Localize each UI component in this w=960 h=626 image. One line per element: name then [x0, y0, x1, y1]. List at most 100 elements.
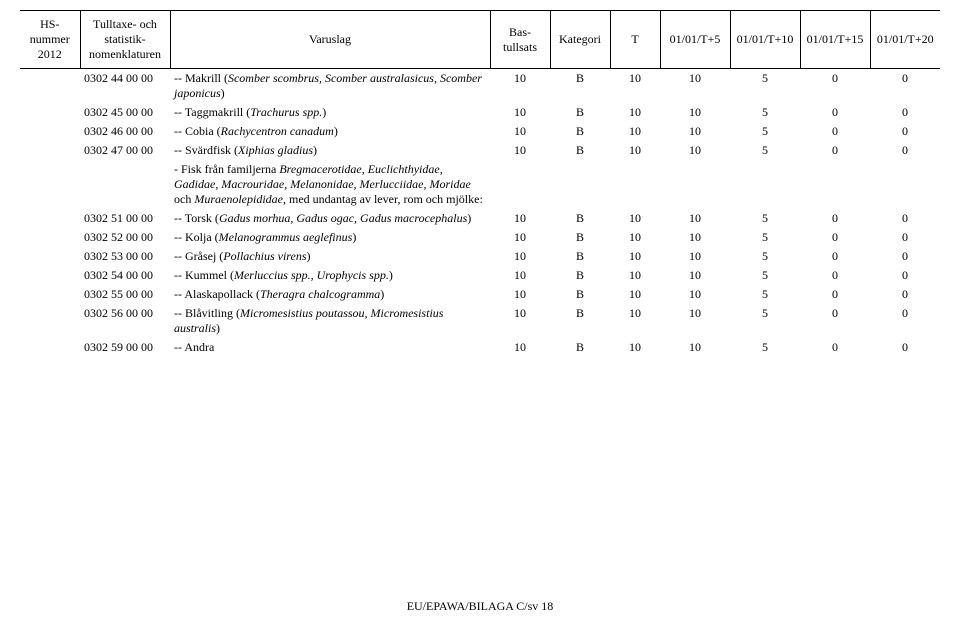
col-header-t: T: [610, 11, 660, 69]
cell-bas: 10: [490, 266, 550, 285]
cell-t20: 0: [870, 338, 940, 357]
table-row: 0302 44 00 00-- Makrill (Scomber scombru…: [20, 69, 940, 104]
cell-t10: 5: [730, 228, 800, 247]
cell-t5: 10: [660, 69, 730, 104]
cell-t10: 5: [730, 69, 800, 104]
cell-desc: -- Alaskapollack (Theragra chalcogramma): [170, 285, 490, 304]
cell-t10: 5: [730, 266, 800, 285]
cell-t: 10: [610, 266, 660, 285]
cell-kat: B: [550, 228, 610, 247]
cell-t: 10: [610, 285, 660, 304]
bas-line1: Bas-: [509, 25, 531, 39]
cell-stat: 0302 44 00 00: [80, 69, 170, 104]
cell-hs: [20, 304, 80, 338]
cell-hs: [20, 285, 80, 304]
stat-line2: statistik-: [104, 32, 145, 46]
cell-hs: [20, 209, 80, 228]
cell-t15: 0: [800, 247, 870, 266]
cell-stat: 0302 56 00 00: [80, 304, 170, 338]
cell-bas: 10: [490, 141, 550, 160]
cell-t: 10: [610, 141, 660, 160]
cell-t5: 10: [660, 103, 730, 122]
cell-kat: B: [550, 69, 610, 104]
cell-t5: 10: [660, 228, 730, 247]
stat-line3: nomenklaturen: [89, 47, 161, 61]
table-body: 0302 44 00 00-- Makrill (Scomber scombru…: [20, 69, 940, 358]
cell-t: [610, 160, 660, 209]
cell-t20: 0: [870, 228, 940, 247]
table-row: 0302 45 00 00-- Taggmakrill (Trachurus s…: [20, 103, 940, 122]
cell-bas: 10: [490, 338, 550, 357]
cell-t5: 10: [660, 304, 730, 338]
table-row: 0302 54 00 00-- Kummel (Merluccius spp.,…: [20, 266, 940, 285]
cell-bas: [490, 160, 550, 209]
cell-t20: 0: [870, 247, 940, 266]
cell-bas: 10: [490, 69, 550, 104]
cell-t5: 10: [660, 338, 730, 357]
cell-t15: 0: [800, 304, 870, 338]
cell-t10: 5: [730, 247, 800, 266]
tariff-table: HS- nummer 2012 Tulltaxe- och statistik-…: [20, 10, 940, 357]
cell-bas: 10: [490, 247, 550, 266]
cell-t15: 0: [800, 122, 870, 141]
table-header: HS- nummer 2012 Tulltaxe- och statistik-…: [20, 11, 940, 69]
col-header-stat: Tulltaxe- och statistik- nomenklaturen: [80, 11, 170, 69]
cell-bas: 10: [490, 304, 550, 338]
cell-hs: [20, 160, 80, 209]
cell-t10: 5: [730, 122, 800, 141]
cell-kat: B: [550, 266, 610, 285]
cell-stat: 0302 59 00 00: [80, 338, 170, 357]
cell-t15: 0: [800, 141, 870, 160]
cell-stat: 0302 55 00 00: [80, 285, 170, 304]
col-header-bas: Bas- tullsats: [490, 11, 550, 69]
bas-line2: tullsats: [503, 40, 537, 54]
cell-t5: 10: [660, 247, 730, 266]
cell-t15: 0: [800, 228, 870, 247]
cell-t: 10: [610, 247, 660, 266]
cell-hs: [20, 228, 80, 247]
cell-t5: [660, 160, 730, 209]
cell-desc: -- Cobia (Rachycentron canadum): [170, 122, 490, 141]
table-row: 0302 52 00 00-- Kolja (Melanogrammus aeg…: [20, 228, 940, 247]
col-header-kategori: Kategori: [550, 11, 610, 69]
table-row: 0302 59 00 00-- Andra10B1010500: [20, 338, 940, 357]
cell-desc: -- Taggmakrill (Trachurus spp.): [170, 103, 490, 122]
cell-kat: [550, 160, 610, 209]
cell-stat: 0302 46 00 00: [80, 122, 170, 141]
cell-hs: [20, 247, 80, 266]
cell-kat: B: [550, 141, 610, 160]
cell-t10: 5: [730, 285, 800, 304]
cell-t15: 0: [800, 338, 870, 357]
stat-line1: Tulltaxe- och: [93, 17, 157, 31]
cell-t5: 10: [660, 285, 730, 304]
cell-bas: 10: [490, 285, 550, 304]
cell-kat: B: [550, 304, 610, 338]
cell-kat: B: [550, 209, 610, 228]
cell-t: 10: [610, 122, 660, 141]
table-row: 0302 55 00 00-- Alaskapollack (Theragra …: [20, 285, 940, 304]
cell-t10: 5: [730, 141, 800, 160]
cell-stat: 0302 51 00 00: [80, 209, 170, 228]
col-header-hs: HS- nummer 2012: [20, 11, 80, 69]
cell-t15: 0: [800, 285, 870, 304]
page-container: HS- nummer 2012 Tulltaxe- och statistik-…: [0, 0, 960, 357]
cell-t5: 10: [660, 122, 730, 141]
table-row: 0302 56 00 00-- Blåvitling (Micromesisti…: [20, 304, 940, 338]
table-row: 0302 53 00 00-- Gråsej (Pollachius viren…: [20, 247, 940, 266]
cell-t5: 10: [660, 266, 730, 285]
cell-stat: 0302 47 00 00: [80, 141, 170, 160]
cell-desc: -- Svärdfisk (Xiphias gladius): [170, 141, 490, 160]
cell-t5: 10: [660, 141, 730, 160]
table-row: - Fisk från familjerna Bregmacerotidae, …: [20, 160, 940, 209]
cell-desc: -- Gråsej (Pollachius virens): [170, 247, 490, 266]
cell-desc: -- Torsk (Gadus morhua, Gadus ogac, Gadu…: [170, 209, 490, 228]
cell-stat: 0302 45 00 00: [80, 103, 170, 122]
cell-kat: B: [550, 247, 610, 266]
cell-hs: [20, 141, 80, 160]
cell-kat: B: [550, 103, 610, 122]
cell-hs: [20, 103, 80, 122]
cell-t15: 0: [800, 69, 870, 104]
cell-bas: 10: [490, 122, 550, 141]
cell-t15: 0: [800, 266, 870, 285]
cell-desc: -- Makrill (Scomber scombrus, Scomber au…: [170, 69, 490, 104]
